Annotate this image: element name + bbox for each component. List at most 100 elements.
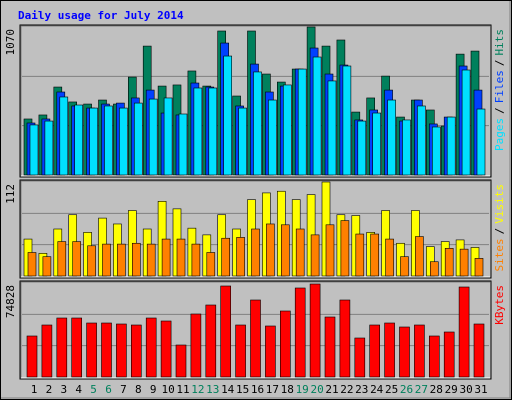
bar (44, 120, 54, 176)
legend: Pages / Files / Hits (493, 29, 506, 151)
bar (132, 242, 141, 277)
bar (220, 285, 231, 378)
bar (131, 324, 142, 378)
bar (325, 224, 335, 277)
bar (461, 69, 471, 176)
x-tick-label: 14 (221, 383, 235, 396)
bar (191, 243, 201, 277)
x-tick-label: 5 (90, 383, 97, 396)
bar (208, 87, 218, 176)
bar (175, 344, 187, 378)
bar (473, 323, 485, 378)
legend-entry: Sites (493, 238, 506, 271)
bar (176, 238, 186, 277)
bar (295, 228, 305, 277)
bar (370, 233, 380, 277)
x-tick-label: 2 (46, 383, 53, 396)
legend: Sites / Visits (493, 184, 506, 272)
x-tick-label: 24 (370, 383, 384, 396)
bar (340, 220, 350, 277)
x-tick-label: 7 (120, 383, 127, 396)
x-tick-label: 20 (310, 383, 323, 396)
bar (206, 252, 216, 277)
bar (117, 243, 126, 277)
x-tick-label: 15 (236, 383, 249, 396)
x-tick-label: 16 (251, 383, 264, 396)
bar (236, 237, 245, 277)
x-tick-label: 19 (296, 383, 309, 396)
bar (385, 238, 394, 277)
x-tick-label: 10 (161, 383, 174, 396)
x-tick-label: 8 (135, 383, 142, 396)
bar (42, 256, 52, 277)
bar (428, 335, 440, 378)
bar (400, 256, 409, 277)
x-tick-label: 30 (459, 383, 472, 396)
bar (402, 119, 411, 176)
x-tick-label: 21 (325, 383, 338, 396)
bar (280, 224, 290, 277)
bar (41, 324, 53, 378)
bar (102, 243, 111, 277)
bar (253, 71, 262, 176)
chart-title: Daily usage for July 2014 (18, 9, 184, 22)
legend-entry: Pages (493, 118, 506, 151)
bar (310, 234, 320, 277)
bar (355, 233, 365, 277)
x-tick-label: 9 (150, 383, 157, 396)
bar (29, 124, 39, 176)
bar (417, 105, 426, 176)
bar (357, 120, 367, 176)
bar (297, 68, 307, 176)
bar (205, 304, 217, 378)
x-tick-label: 22 (340, 383, 353, 396)
bar (387, 99, 396, 176)
bar (294, 287, 306, 378)
bar (190, 313, 202, 378)
bar (145, 317, 157, 378)
x-tick-label: 3 (60, 383, 67, 396)
bar (339, 299, 351, 378)
bar (268, 99, 277, 176)
bar (72, 241, 81, 277)
bar (235, 324, 246, 378)
bar (414, 324, 425, 378)
bar (282, 84, 292, 176)
bar (59, 96, 69, 176)
bar (223, 55, 232, 176)
bar (309, 283, 321, 378)
x-tick-label: 1 (31, 383, 38, 396)
bar (399, 326, 410, 378)
bar (178, 113, 188, 176)
bar (327, 80, 337, 176)
x-tick-label: 18 (281, 383, 294, 396)
bar (134, 102, 143, 176)
x-tick-label: 28 (430, 383, 443, 396)
x-tick-label: 11 (176, 383, 189, 396)
bar (459, 248, 469, 277)
legend-entry: KBytes (493, 285, 506, 325)
x-tick-label: 25 (385, 383, 398, 396)
bar (119, 107, 128, 176)
bar (384, 322, 395, 378)
bar (238, 107, 247, 176)
bar (89, 107, 98, 176)
bar (443, 331, 455, 378)
bar (431, 126, 441, 176)
bar (369, 324, 381, 378)
bar (86, 322, 97, 378)
bar (265, 325, 276, 378)
x-tick-label: 4 (75, 383, 82, 396)
bar (446, 116, 456, 176)
bar (372, 112, 382, 176)
bar (26, 335, 38, 378)
bar (193, 87, 203, 176)
bar (444, 248, 454, 277)
bar (354, 337, 366, 378)
legend-entry: Hits (493, 29, 506, 56)
bar (221, 237, 230, 277)
bar (57, 241, 67, 277)
bar (266, 223, 275, 277)
bar (474, 258, 484, 277)
